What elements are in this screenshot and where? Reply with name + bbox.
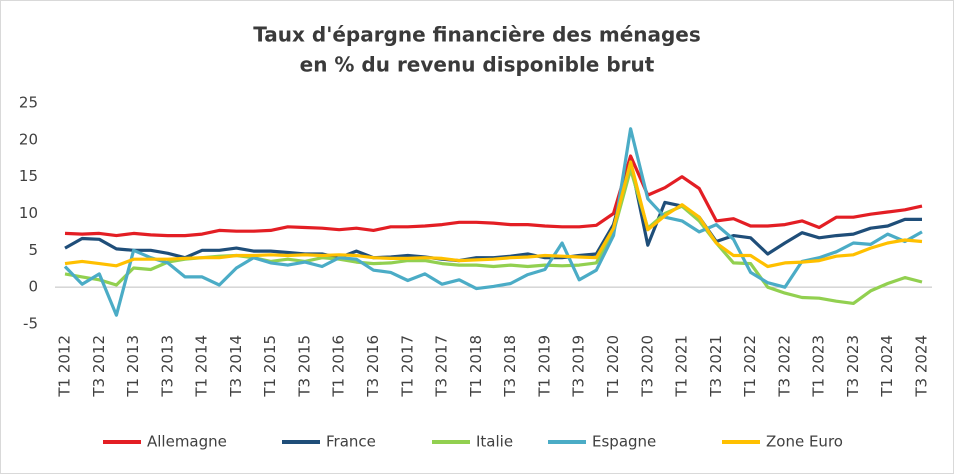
x-tick-label: T1 2024 xyxy=(878,335,896,398)
x-tick-label: T3 2012 xyxy=(90,335,108,398)
x-tick-label: T1 2019 xyxy=(535,335,553,398)
x-tick-label: T3 2015 xyxy=(295,335,313,398)
x-tick-label: T3 2021 xyxy=(707,335,725,398)
chart-title: Taux d'épargne financière des ménages xyxy=(253,23,701,47)
x-tick-label: T1 2016 xyxy=(330,335,348,398)
legend-label: Allemagne xyxy=(147,433,227,451)
x-tick-label: T1 2013 xyxy=(124,335,142,398)
chart-subtitle: en % du revenu disponible brut xyxy=(300,53,655,77)
y-tick-label: 15 xyxy=(19,167,38,185)
x-tick-label: T3 2013 xyxy=(158,335,176,398)
y-tick-label: 0 xyxy=(28,278,38,296)
x-tick-label: T1 2018 xyxy=(467,335,485,398)
x-tick-label: T3 2019 xyxy=(570,335,588,398)
x-tick-label: T3 2023 xyxy=(844,335,862,398)
x-tick-label: T3 2017 xyxy=(433,335,451,398)
x-tick-label: T3 2020 xyxy=(638,335,656,398)
x-tick-label: T1 2022 xyxy=(741,335,759,398)
x-tick-label: T3 2024 xyxy=(913,335,931,398)
y-tick-label: 5 xyxy=(28,241,38,259)
line-series xyxy=(64,154,923,238)
y-tick-label: 20 xyxy=(19,130,38,148)
x-tick-label: T3 2016 xyxy=(364,335,382,398)
y-tick-label: -5 xyxy=(23,315,38,333)
legend-label: Italie xyxy=(476,433,513,451)
x-tick-label: T1 2021 xyxy=(673,335,691,398)
x-tick-label: T1 2017 xyxy=(398,335,416,398)
x-tick-label: T1 2014 xyxy=(193,335,211,398)
line-series xyxy=(63,127,923,317)
x-tick-label: T3 2022 xyxy=(775,335,793,398)
legend-label: Zone Euro xyxy=(766,433,843,451)
x-tick-label: T3 2014 xyxy=(227,335,245,398)
y-tick-label: 25 xyxy=(19,94,38,112)
legend-label: Espagne xyxy=(592,433,656,451)
x-tick-label: T1 2023 xyxy=(810,335,828,398)
line-series xyxy=(64,160,923,269)
x-tick-label: T1 2012 xyxy=(56,335,74,398)
x-tick-label: T1 2015 xyxy=(261,335,279,398)
x-tick-label: T1 2020 xyxy=(604,335,622,398)
legend-label: France xyxy=(326,433,376,451)
x-tick-label: T3 2018 xyxy=(501,335,519,398)
y-tick-label: 10 xyxy=(19,204,38,222)
